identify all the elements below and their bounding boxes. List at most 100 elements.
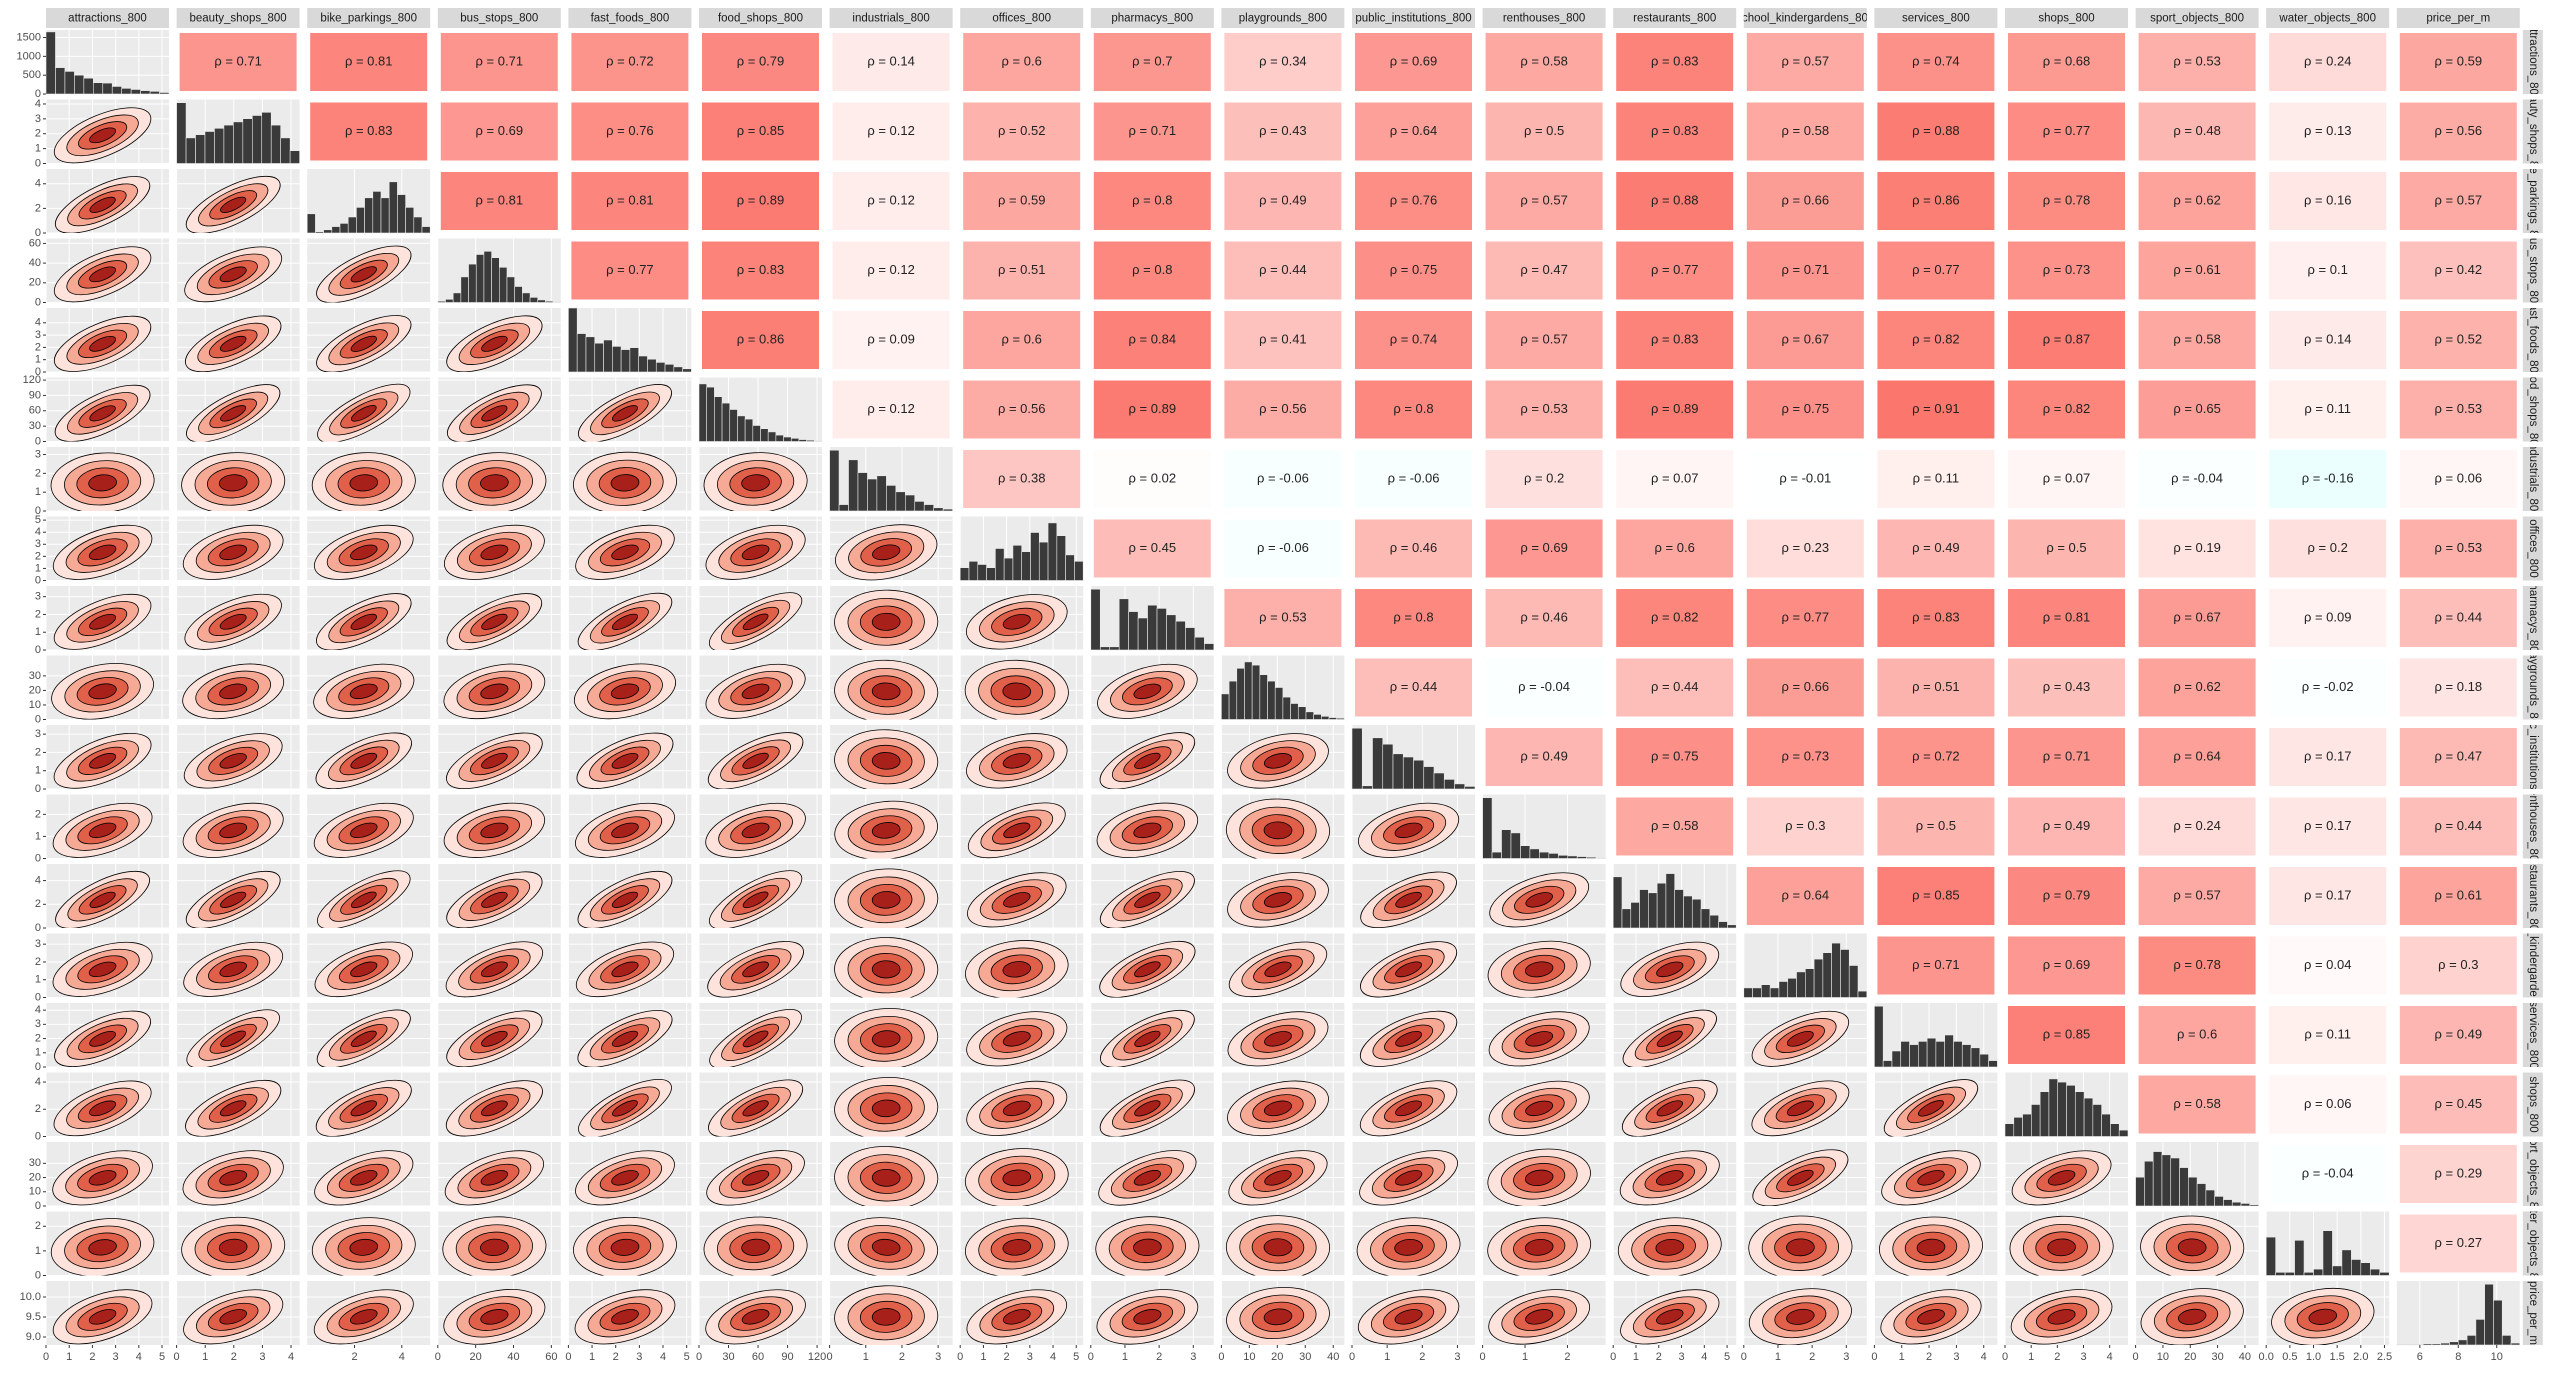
x-tick-label: 1 <box>202 1351 208 1363</box>
histogram-bar <box>1282 696 1291 720</box>
correlation-cell <box>2138 867 2256 925</box>
histogram-bar <box>1648 892 1658 929</box>
histogram-bar <box>1944 1034 1954 1068</box>
density-contour <box>871 1308 901 1326</box>
density-contour <box>1263 1308 1293 1326</box>
y-tick-label: 0 <box>35 922 41 934</box>
correlation-label: ρ = 0.3 <box>1785 818 1825 833</box>
density-panel <box>52 941 153 997</box>
density-panel <box>575 524 675 580</box>
correlation-cell <box>1877 936 1995 995</box>
density-panel <box>314 1150 414 1206</box>
row-strip <box>2522 864 2543 928</box>
histogram-bar <box>214 128 225 164</box>
histogram-bar <box>1743 987 1753 998</box>
correlation-cell <box>1616 311 1734 369</box>
density-contour <box>349 1238 379 1256</box>
y-tick-label: 4 <box>35 1004 41 1016</box>
density-contour <box>742 752 769 769</box>
histogram-bar <box>1259 674 1268 720</box>
correlation-label: ρ = 0.29 <box>2435 1165 2483 1180</box>
histogram-bar <box>2188 1176 2198 1207</box>
density-panel <box>1619 1150 1720 1206</box>
correlation-cell <box>2399 33 2517 91</box>
histogram-bar <box>1454 783 1466 790</box>
correlation-cell <box>1485 589 1603 647</box>
density-panel <box>1225 1215 1331 1276</box>
correlation-cell <box>1355 658 1472 717</box>
histogram-bar <box>1402 756 1414 790</box>
histogram-bar <box>483 251 492 303</box>
histogram-bar <box>1639 889 1649 929</box>
density-contour <box>349 822 378 839</box>
histogram-bar <box>1501 829 1512 859</box>
x-tick-label: 3 <box>1953 1351 1959 1363</box>
histogram-bar <box>388 181 398 234</box>
histogram-bar <box>1065 554 1075 581</box>
correlation-label: ρ = 0.82 <box>1912 331 1960 346</box>
correlation-label: ρ = 0.48 <box>2173 123 2221 138</box>
correlation-cell <box>1746 867 1864 925</box>
density-panel <box>834 524 938 581</box>
row-label: bike_parkings_800 <box>2527 153 2539 250</box>
row-strip <box>2522 99 2543 164</box>
correlation-label: ρ = 0.81 <box>476 192 524 207</box>
density-contour <box>89 405 116 422</box>
correlation-cell <box>832 380 950 439</box>
density-panel <box>834 1146 939 1206</box>
histogram-bar <box>1012 544 1023 581</box>
density-panel <box>2271 1287 2375 1345</box>
correlation-label: ρ = 0.77 <box>1782 609 1830 624</box>
density-panel <box>50 452 155 511</box>
correlation-cell <box>440 102 558 161</box>
y-tick-label: 3 <box>35 448 41 460</box>
correlation-cell <box>1746 658 1864 717</box>
density-panel <box>1356 1217 1461 1276</box>
correlation-label: ρ = 0.64 <box>1390 123 1438 138</box>
x-tick-label: 5 <box>684 1351 690 1363</box>
x-tick-label: 3 <box>113 1351 119 1363</box>
x-tick-label: 2.0 <box>2353 1351 2368 1363</box>
density-contour <box>1656 1100 1683 1117</box>
correlation-label: ρ = 0.5 <box>1916 818 1956 833</box>
density-contour <box>611 544 639 561</box>
density-panel <box>311 452 416 511</box>
histogram-bar <box>942 508 953 512</box>
correlation-cell <box>1224 519 1342 578</box>
density-panel <box>314 941 413 998</box>
histogram-bar <box>1539 851 1550 859</box>
density-panel <box>443 802 546 858</box>
density-contour <box>742 1100 769 1117</box>
density-panel <box>2140 1288 2244 1345</box>
correlation-cell <box>2138 936 2256 995</box>
correlation-cell <box>702 102 819 161</box>
x-tick-label: 1 <box>589 1351 595 1363</box>
histogram-bar <box>568 307 578 373</box>
x-tick-label: 2 <box>1809 1351 1815 1363</box>
histogram-bar <box>1891 1050 1902 1068</box>
histogram-bar <box>603 339 613 373</box>
x-tick-label: 4 <box>1981 1351 1987 1363</box>
histogram-bar <box>1665 873 1676 929</box>
y-tick-label: 1 <box>35 354 41 366</box>
y-tick-label: 4 <box>35 874 41 886</box>
density-panel <box>185 1079 282 1137</box>
column-strip <box>176 8 300 28</box>
correlation-cell <box>2008 172 2125 230</box>
histogram-bar <box>1147 604 1158 651</box>
y-tick-label: 10.0 <box>20 1291 41 1303</box>
histogram-bar <box>620 349 631 373</box>
density-panel <box>577 592 673 650</box>
density-contour <box>88 1170 117 1186</box>
column-label: playgrounds_800 <box>1239 13 1327 25</box>
histogram-bar <box>468 263 477 303</box>
correlation-cell <box>2269 1075 2387 1134</box>
correlation-label: ρ = 0.62 <box>2173 192 2221 207</box>
histogram-bar <box>1576 856 1587 859</box>
y-tick-label: 3 <box>35 728 41 740</box>
density-panel <box>54 176 151 233</box>
histogram-bar <box>1351 727 1363 790</box>
row-label: beauty_shops_800 <box>2527 83 2539 180</box>
density-panel <box>183 733 283 789</box>
